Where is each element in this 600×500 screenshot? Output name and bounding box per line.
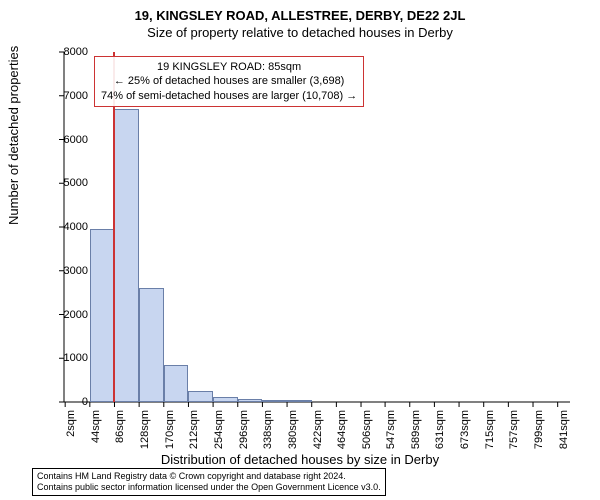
- y-tick-label: 3000: [38, 265, 88, 277]
- histogram-bar: [213, 397, 238, 402]
- chart-plot-area: 19 KINGSLEY ROAD: 85sqm ← 25% of detache…: [64, 52, 570, 402]
- annotation-line3: 74% of semi-detached houses are larger (…: [101, 89, 357, 103]
- histogram-bar: [164, 365, 189, 402]
- histogram-bar: [188, 391, 213, 402]
- x-axis-label: Distribution of detached houses by size …: [0, 452, 600, 467]
- histogram-bar: [262, 400, 287, 402]
- chart-title-main: 19, KINGSLEY ROAD, ALLESTREE, DERBY, DE2…: [0, 0, 600, 23]
- y-tick-label: 5000: [38, 177, 88, 189]
- y-tick-label: 8000: [38, 46, 88, 58]
- annotation-line2: ← 25% of detached houses are smaller (3,…: [101, 74, 357, 88]
- histogram-bar: [238, 399, 263, 402]
- annotation-box: 19 KINGSLEY ROAD: 85sqm ← 25% of detache…: [94, 56, 364, 107]
- chart-title-sub: Size of property relative to detached ho…: [0, 23, 600, 40]
- y-tick-label: 0: [38, 396, 88, 408]
- y-tick-label: 2000: [38, 309, 88, 321]
- y-axis-label: Number of detached properties: [6, 46, 21, 225]
- y-tick-label: 6000: [38, 134, 88, 146]
- histogram-bar: [114, 109, 139, 402]
- histogram-bar: [90, 229, 115, 402]
- y-tick-label: 4000: [38, 221, 88, 233]
- footer-line1: Contains HM Land Registry data © Crown c…: [37, 471, 381, 482]
- y-tick-label: 7000: [38, 90, 88, 102]
- attribution-footer: Contains HM Land Registry data © Crown c…: [32, 468, 386, 496]
- histogram-bar: [287, 400, 312, 402]
- footer-line2: Contains public sector information licen…: [37, 482, 381, 493]
- y-tick-label: 1000: [38, 352, 88, 364]
- annotation-line1: 19 KINGSLEY ROAD: 85sqm: [101, 60, 357, 74]
- histogram-bar: [139, 288, 164, 402]
